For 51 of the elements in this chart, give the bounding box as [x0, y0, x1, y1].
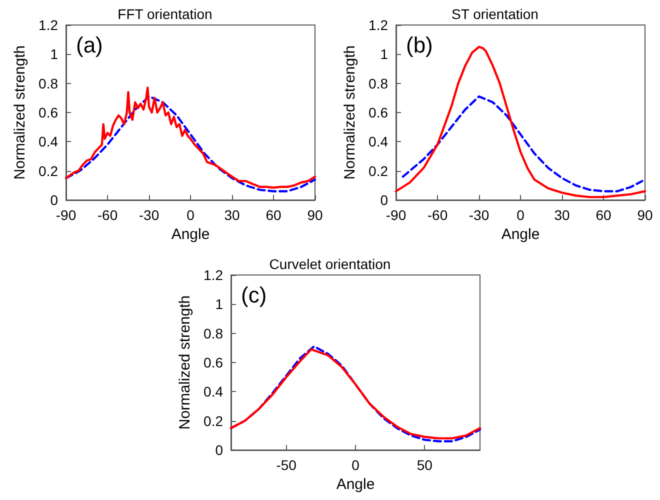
y-axis-title: Normalized strength: [12, 45, 29, 180]
y-axis-title: Normalized strength: [342, 45, 359, 180]
y-axis-title: Normalized strength: [176, 295, 194, 430]
y-tick-label: 1: [215, 296, 224, 312]
y-tick-label: 0: [380, 192, 388, 208]
y-tick-label: 0.4: [368, 134, 388, 150]
x-tick-label: 0: [516, 207, 525, 223]
annotation: (c): [241, 282, 267, 308]
x-tick-label: 90: [637, 207, 653, 223]
y-tick-label: 1: [50, 46, 58, 62]
x-tick-label: -30: [138, 207, 160, 223]
x-tick-label: 60: [266, 207, 282, 223]
x-axis-title: Angle: [336, 476, 375, 493]
y-tick-label: 0.4: [204, 384, 224, 400]
y-tick-label: 0.8: [368, 75, 388, 92]
y-tick-label: 1: [380, 46, 388, 62]
line-series: [402, 95, 644, 192]
y-tick-label: 0: [215, 442, 224, 458]
x-tick-label: 60: [596, 207, 612, 223]
y-tick-label: 0.6: [38, 104, 58, 120]
y-tick-label: 1.2: [38, 17, 58, 33]
annotation: (b): [406, 32, 433, 58]
x-tick-label: 0: [352, 457, 360, 473]
y-tick-label: 0.2: [368, 162, 388, 179]
x-tick-label: 50: [416, 457, 433, 473]
y-tick-label: 0.2: [38, 162, 58, 179]
y-tick-label: 1.2: [368, 17, 388, 33]
x-tick-label: -60: [427, 207, 448, 223]
x-tick-label: 30: [224, 207, 240, 223]
chart-title: FFT orientation: [118, 6, 212, 22]
annotation: (a): [76, 32, 103, 58]
y-tick-label: 0: [50, 192, 58, 208]
y-tick-label: 0.4: [38, 134, 58, 150]
x-tick-label: -30: [468, 207, 490, 223]
y-tick-label: 0.2: [204, 412, 224, 429]
x-axis-title: Angle: [501, 226, 540, 243]
y-tick-label: 1.2: [204, 267, 224, 283]
x-tick-label: -50: [276, 457, 297, 473]
x-tick-label: 90: [307, 207, 323, 223]
x-axis-title: Angle: [171, 226, 210, 243]
y-tick-label: 0.8: [38, 75, 58, 92]
x-tick-label: 0: [186, 207, 195, 223]
x-tick-label: 30: [554, 207, 570, 223]
x-tick-label: -90: [386, 207, 406, 223]
y-tick-label: 0.6: [368, 104, 388, 120]
y-tick-label: 0.6: [204, 354, 224, 370]
chart-title: Curvelet orientation: [269, 256, 391, 272]
x-tick-label: -60: [97, 207, 118, 223]
y-tick-label: 0.8: [204, 325, 224, 342]
chart-title: ST orientation: [452, 6, 538, 22]
x-tick-label: -90: [56, 207, 76, 223]
